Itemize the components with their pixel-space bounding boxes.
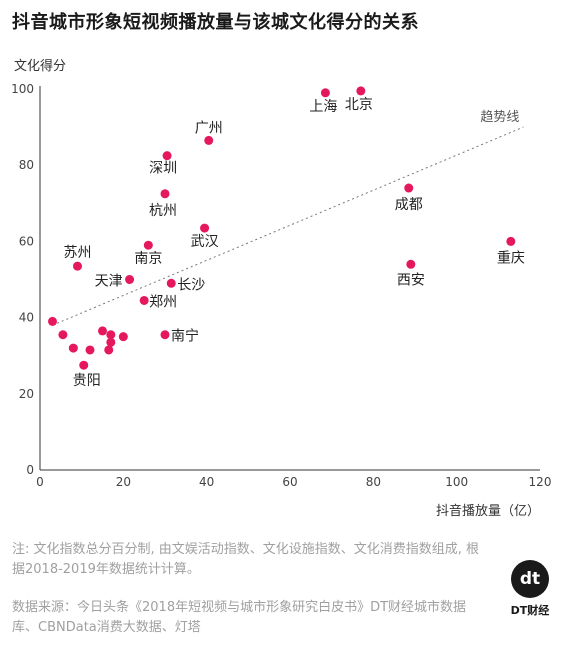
data-point — [58, 330, 68, 340]
x-ticks: 0 20 40 60 80 100 120 — [36, 475, 551, 489]
point-label: 成都 — [395, 197, 423, 213]
y-tick-label: 0 — [26, 463, 34, 477]
point-label: 广州 — [195, 120, 223, 136]
y-tick-label: 20 — [19, 387, 34, 401]
x-tick-label: 0 — [36, 475, 44, 489]
data-point — [204, 135, 214, 145]
y-tick-label: 40 — [19, 311, 34, 325]
data-point — [143, 240, 153, 250]
point-label: 西安 — [397, 272, 425, 288]
data-point — [356, 86, 366, 96]
point-label: 南京 — [134, 251, 162, 267]
trend-line-label: 趋势线 — [480, 109, 519, 125]
data-point — [139, 295, 149, 305]
y-tick-label: 80 — [19, 158, 34, 172]
y-axis-title: 文化得分 — [14, 58, 66, 74]
point-label: 南宁 — [171, 328, 199, 345]
data-point — [106, 330, 116, 340]
logo-text: DT财经 — [510, 604, 550, 617]
x-tick-label: 100 — [445, 475, 468, 489]
point-label: 郑州 — [149, 294, 177, 310]
x-tick-label: 120 — [529, 475, 552, 489]
point-label: 苏州 — [64, 245, 92, 261]
data-point — [104, 345, 114, 355]
data-point — [68, 343, 78, 353]
x-tick-label: 20 — [116, 475, 131, 489]
data-point — [48, 316, 57, 326]
y-ticks: 0 20 40 60 80 100 — [11, 82, 34, 477]
x-tick-label: 40 — [199, 475, 214, 489]
footnote: 注: 文化指数总分百分制, 由文娱活动指数、文化设施指数、文化消费指数组成, 根… — [12, 542, 480, 577]
point-label: 上海 — [309, 99, 337, 115]
data-point — [162, 151, 172, 161]
data-point — [166, 278, 176, 288]
point-label: 深圳 — [149, 161, 177, 177]
point-label: 重庆 — [497, 250, 525, 266]
data-point — [73, 261, 82, 271]
data-point — [160, 189, 170, 199]
data-point — [404, 183, 414, 193]
point-label: 武汉 — [191, 234, 219, 250]
chart-title: 抖音城市形象短视频播放量与该城文化得分的关系 — [12, 12, 419, 33]
point-label: 杭州 — [149, 203, 177, 219]
data-source: 数据来源：今日头条《2018年短视频与城市形象研究白皮书》DT财经城市数据库、C… — [12, 600, 467, 635]
brand-logo: dt DT财经 — [500, 560, 560, 618]
data-points — [48, 86, 516, 370]
x-tick-label: 80 — [366, 475, 381, 489]
point-label: 长沙 — [177, 277, 205, 293]
data-point — [85, 345, 95, 355]
data-point — [406, 259, 416, 269]
data-point — [106, 337, 116, 347]
scatter-chart: 文化得分 0 20 40 60 80 100 0 20 40 60 80 100 120 趋势线 上海… — [11, 58, 551, 519]
data-point — [506, 236, 516, 246]
x-tick-label: 60 — [282, 475, 297, 489]
x-axis-title: 抖音播放量（亿） — [436, 503, 540, 519]
logo-mark: dt — [511, 560, 549, 598]
data-point — [118, 332, 128, 342]
y-tick-label: 60 — [19, 234, 34, 248]
point-label: 北京 — [345, 97, 373, 113]
trend-line — [52, 126, 524, 326]
data-point — [200, 223, 210, 233]
data-point — [98, 326, 107, 336]
data-point — [79, 360, 89, 370]
point-label: 贵阳 — [73, 373, 101, 389]
y-tick-label: 100 — [11, 82, 34, 96]
data-point — [125, 275, 135, 284]
data-point — [320, 88, 330, 98]
point-label: 天津 — [95, 274, 123, 290]
data-point — [160, 330, 170, 340]
